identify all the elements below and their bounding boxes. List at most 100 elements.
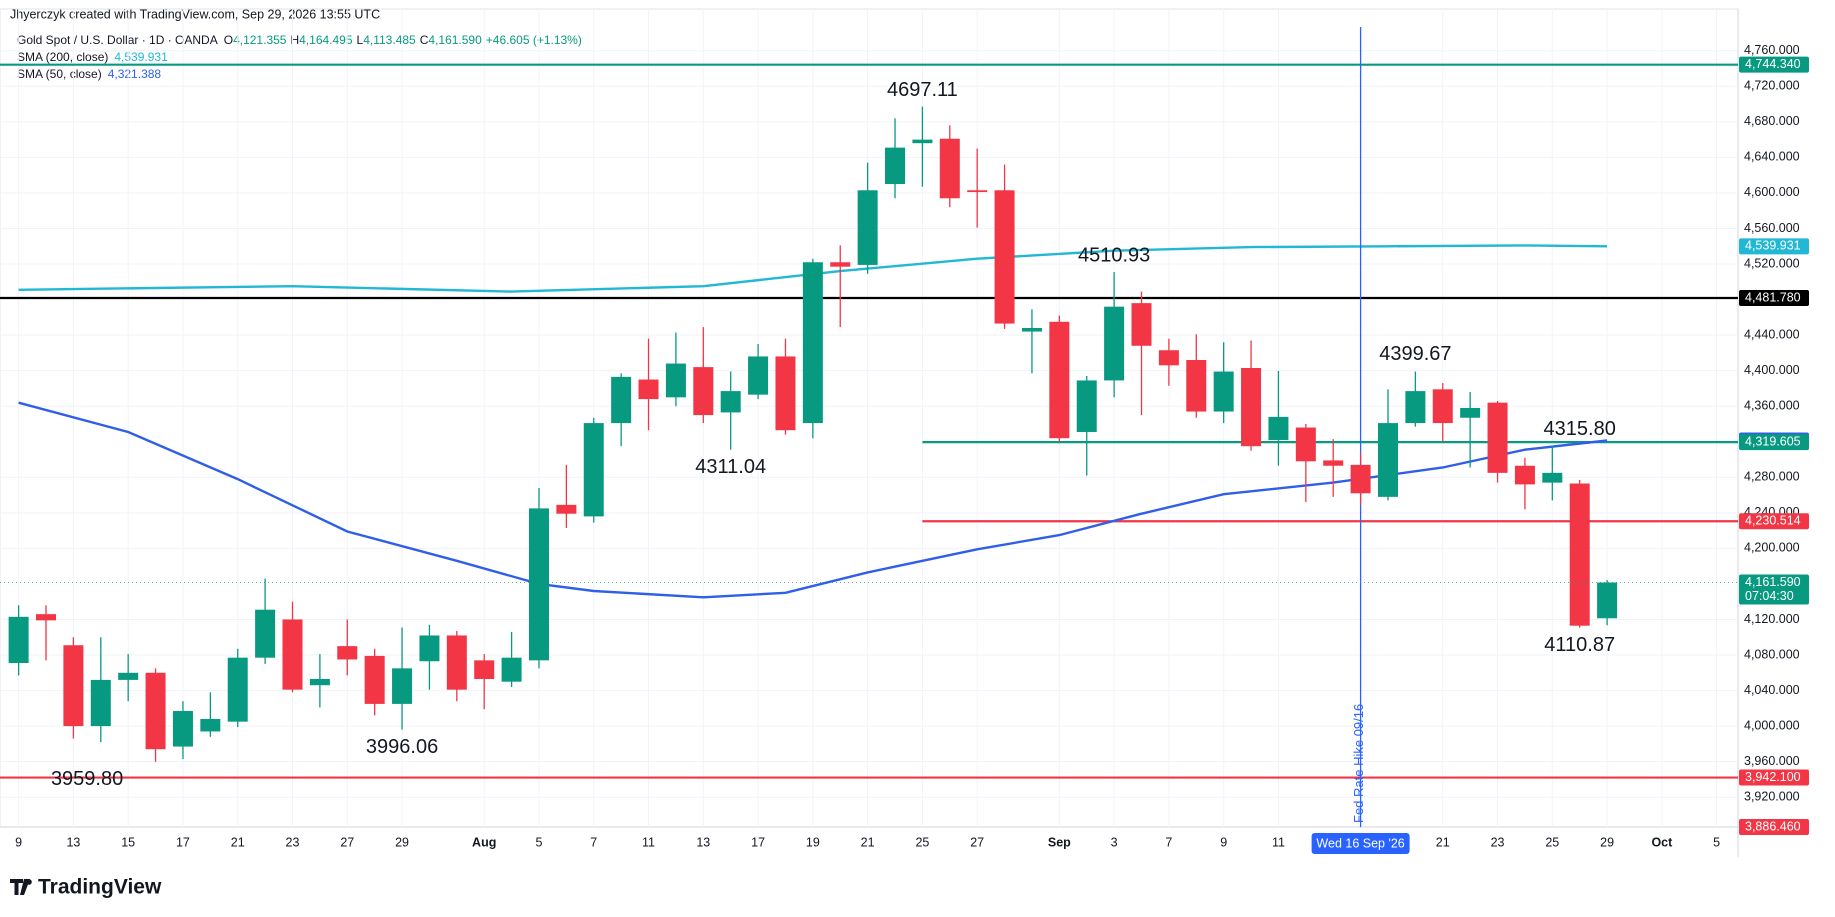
y-tick-label: 3,920.000 bbox=[1744, 789, 1800, 803]
candle-body bbox=[501, 657, 522, 682]
y-tick-label: 4,720.000 bbox=[1744, 79, 1800, 93]
candle-body bbox=[830, 262, 851, 267]
candle-body bbox=[857, 190, 878, 265]
logo-dot bbox=[26, 879, 32, 885]
y-tick-label: 4,520.000 bbox=[1744, 256, 1800, 270]
candle-body bbox=[1377, 423, 1398, 497]
price-label: 3,886.460 bbox=[1745, 819, 1801, 833]
candle-body bbox=[1323, 460, 1344, 466]
candle-body bbox=[1021, 328, 1042, 332]
price-label: 4,539.931 bbox=[1745, 239, 1801, 253]
candle-body bbox=[90, 679, 111, 727]
y-tick-label: 4,040.000 bbox=[1744, 683, 1800, 697]
x-tick-label: 25 bbox=[915, 835, 929, 849]
price-annotation: 4697.11 bbox=[887, 79, 958, 101]
candle-body bbox=[1158, 350, 1179, 366]
x-tick-label: 17 bbox=[751, 835, 765, 849]
price-annotation: 4510.93 bbox=[1078, 244, 1150, 266]
candle-body bbox=[337, 646, 358, 660]
x-tick-label: 21 bbox=[861, 835, 875, 849]
price-label-box bbox=[1739, 56, 1809, 73]
y-tick-label: 3,960.000 bbox=[1744, 754, 1800, 768]
y-tick-label: 4,200.000 bbox=[1744, 541, 1800, 555]
y-tick-label: 4,600.000 bbox=[1744, 185, 1800, 199]
price-label-box bbox=[1739, 819, 1809, 835]
x-tick-label: 11 bbox=[1272, 835, 1285, 849]
x-tick-label: 3 bbox=[1111, 835, 1118, 849]
price-label: 4,481.780 bbox=[1745, 290, 1801, 304]
y-tick-label: 4,280.000 bbox=[1744, 470, 1800, 484]
candle-body bbox=[720, 391, 741, 413]
y-tick-label: 4,080.000 bbox=[1744, 647, 1800, 661]
x-tick-label: 5 bbox=[1713, 835, 1720, 849]
x-tick-label: 7 bbox=[590, 835, 597, 849]
candle-body bbox=[775, 356, 796, 431]
candle-body bbox=[1049, 321, 1070, 439]
x-tick-label: 15 bbox=[121, 835, 135, 849]
price-annotation: 4311.04 bbox=[695, 456, 766, 478]
candle-body bbox=[36, 614, 57, 621]
candle-body bbox=[939, 138, 960, 199]
candle-body bbox=[1514, 465, 1535, 485]
x-tick-label: 9 bbox=[15, 835, 22, 849]
candle-body bbox=[994, 190, 1015, 324]
logo: TradingView bbox=[10, 876, 162, 899]
x-tick-label: 13 bbox=[66, 835, 80, 849]
x-tick-label: 5 bbox=[536, 835, 543, 849]
legend-entry: SMA (50, close) 4,321.388 bbox=[17, 67, 161, 81]
x-tick-label: 19 bbox=[806, 835, 820, 849]
candle-body bbox=[912, 139, 933, 144]
candle-body bbox=[145, 672, 166, 750]
price-annotation: 3959.80 bbox=[51, 768, 123, 790]
candle-body bbox=[419, 635, 440, 662]
x-tick-label: 17 bbox=[176, 835, 190, 849]
y-tick-label: 4,360.000 bbox=[1744, 399, 1800, 413]
candle-body bbox=[1597, 582, 1618, 619]
ohlc-key: C bbox=[420, 33, 429, 47]
x-tick-label: 21 bbox=[1436, 835, 1450, 849]
x-tick-label: 21 bbox=[231, 835, 245, 849]
x-tick-label: 25 bbox=[1545, 835, 1559, 849]
price-label: 4,319.605 bbox=[1745, 434, 1801, 448]
candle-body bbox=[1104, 306, 1125, 381]
event-date-box bbox=[1311, 833, 1410, 854]
x-tick-label: 9 bbox=[1220, 835, 1227, 849]
symbol: Gold Spot / U.S. Dollar · 1D · OANDA bbox=[17, 33, 218, 47]
y-tick-label: 4,000.000 bbox=[1744, 718, 1800, 732]
candle-body bbox=[1213, 371, 1234, 412]
change: +46.605 (+1.13%) bbox=[486, 33, 582, 47]
candle-body bbox=[309, 679, 330, 686]
logo-text: TradingView bbox=[38, 876, 162, 899]
candle-body bbox=[1460, 407, 1481, 418]
ohlc-key: O bbox=[224, 33, 233, 47]
y-tick-label: 4,640.000 bbox=[1744, 150, 1800, 164]
price-label: 4,230.514 bbox=[1745, 514, 1801, 528]
x-tick-label: 13 bbox=[696, 835, 710, 849]
candle-body bbox=[1295, 427, 1316, 462]
ohlc-value: 4,121.355 bbox=[233, 33, 287, 47]
ohlc-key: L bbox=[357, 33, 364, 47]
candle-body bbox=[1241, 367, 1262, 447]
price-annotation: 4110.87 bbox=[1544, 634, 1615, 656]
plot-frame bbox=[0, 8, 1739, 828]
candle-body bbox=[638, 379, 659, 400]
legend-entry: SMA (200, close) 4,539.931 bbox=[17, 50, 168, 64]
candle-body bbox=[1487, 402, 1508, 473]
ohlc-key: H bbox=[290, 33, 299, 47]
candle-body bbox=[665, 363, 686, 398]
candle-body bbox=[1131, 303, 1152, 346]
candle-body bbox=[282, 619, 303, 690]
price-annotation: 3996.06 bbox=[366, 736, 438, 758]
price-annotation: 4399.67 bbox=[1379, 343, 1451, 365]
price-label-box bbox=[1739, 769, 1809, 786]
event-date-label: Wed 16 Sep '26 bbox=[1316, 836, 1404, 850]
candle-body bbox=[255, 609, 276, 658]
ohlc-value: 4,161.590 bbox=[428, 33, 482, 47]
candle-body bbox=[392, 668, 413, 704]
candle-body bbox=[528, 508, 549, 661]
candle-body bbox=[227, 657, 248, 722]
candle-body bbox=[1186, 360, 1207, 412]
ohlc-value: 4,113.485 bbox=[363, 33, 416, 47]
y-tick-label: 4,400.000 bbox=[1744, 363, 1800, 377]
